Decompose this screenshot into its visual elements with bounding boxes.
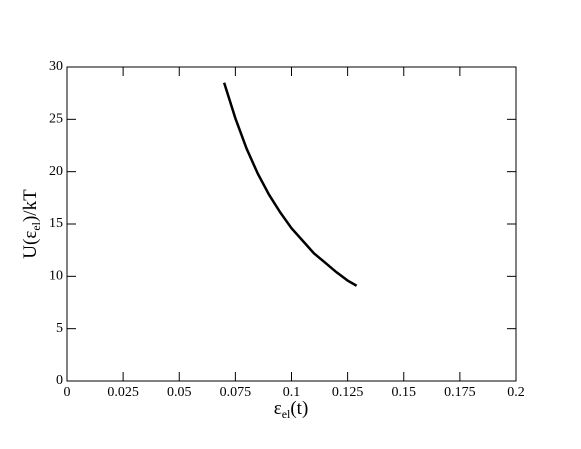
x-axis-label: εel(t) bbox=[274, 398, 309, 420]
x-tick-label: 0.15 bbox=[392, 385, 417, 400]
x-tick-label: 0.125 bbox=[332, 385, 364, 400]
y-tick-label: 30 bbox=[49, 59, 63, 74]
x-tick-label: 0.025 bbox=[107, 385, 139, 400]
x-label-part: ε bbox=[274, 398, 282, 419]
y-label-sub: el bbox=[29, 221, 43, 230]
x-tick-label: 0.075 bbox=[220, 385, 252, 400]
y-tick-label: 25 bbox=[49, 112, 63, 127]
y-tick-label: 15 bbox=[49, 216, 63, 231]
y-label-part: )/kT bbox=[20, 189, 41, 222]
x-tick-label: 0.1 bbox=[283, 385, 301, 400]
x-label-part: (t) bbox=[290, 398, 308, 419]
x-tick-label: 0.2 bbox=[507, 385, 525, 400]
x-tick-label: 0 bbox=[64, 385, 71, 400]
curve bbox=[222, 82, 358, 287]
y-tick-label: 20 bbox=[49, 164, 63, 179]
plot-frame bbox=[66, 66, 517, 382]
y-axis-label: U(εel)/kT bbox=[20, 189, 42, 259]
x-tick-label: 0.05 bbox=[167, 385, 192, 400]
y-tick-label: 0 bbox=[56, 373, 63, 388]
y-label-part: U(ε bbox=[20, 231, 41, 259]
y-tick-label: 10 bbox=[49, 269, 63, 284]
x-tick-label: 0.175 bbox=[444, 385, 476, 400]
x-label-sub: el bbox=[282, 407, 291, 421]
y-tick-label: 5 bbox=[56, 321, 63, 336]
